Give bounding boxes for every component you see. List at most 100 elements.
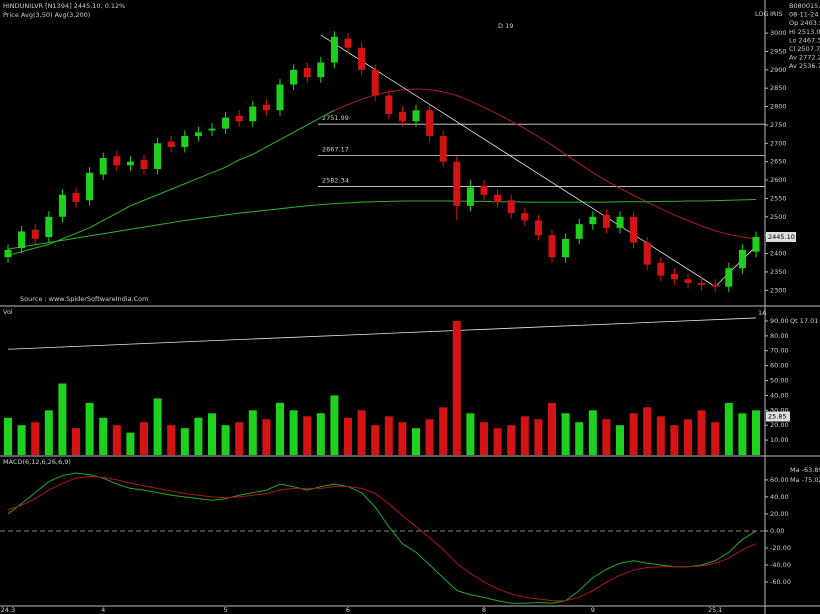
y-tick-label: 2500 <box>770 213 787 221</box>
info-text: Av 2772.20 <box>789 54 820 62</box>
candle-body <box>181 135 189 147</box>
candle-body <box>426 110 434 136</box>
volume-bar <box>629 413 638 455</box>
candle-body <box>480 185 488 195</box>
volume-bar <box>656 416 665 455</box>
y-tick-label: 2750 <box>770 121 787 129</box>
candle-body <box>589 216 597 225</box>
y-tick-label: 80.00 <box>770 332 789 340</box>
x-tick-label: 4 <box>101 606 105 614</box>
candle-body <box>262 104 270 111</box>
volume-bar <box>140 422 148 455</box>
volume-bar <box>316 413 325 455</box>
volume-bar <box>208 413 216 455</box>
volume-bar <box>180 428 189 455</box>
candle-body <box>86 172 94 201</box>
volume-bar <box>398 422 407 455</box>
volume-bar <box>520 416 529 455</box>
y-tick-label: -40.00 <box>770 561 791 569</box>
volume-bar <box>221 425 230 455</box>
volume-bar <box>752 410 760 455</box>
annotation: LOG <box>755 10 769 18</box>
volume-bar <box>344 417 352 455</box>
x-tick-label: 24.3 <box>1 606 15 614</box>
source-note: Source : www.SpiderSoftwareIndia.Com <box>20 295 148 303</box>
candle-body <box>412 110 420 122</box>
volume-bar <box>17 425 26 455</box>
volume-bar <box>126 432 135 455</box>
volume-bar <box>72 428 80 455</box>
info-text: Lo 2467.30 <box>789 36 820 44</box>
candle-body <box>72 192 80 203</box>
y-tick-label: 2900 <box>770 66 787 74</box>
y-tick-label: 20.00 <box>770 421 789 429</box>
candle-body <box>752 237 760 252</box>
macd-line <box>7 475 757 602</box>
panel-label: MACD(6,12,6,26,6,9) <box>3 458 71 466</box>
candle-body <box>657 262 665 276</box>
volume-bar <box>194 417 203 455</box>
info-text: Op 2403.50 <box>789 19 820 27</box>
annotation: IRIS <box>770 10 782 18</box>
y-tick-label: 10.00 <box>770 436 789 444</box>
y-tick-label: -60.00 <box>770 578 791 586</box>
candle-body <box>140 159 148 170</box>
volume-trendline <box>7 317 757 350</box>
volume-bar <box>357 410 366 455</box>
volume-bar <box>31 422 40 455</box>
last-volume-label: 25.85 <box>768 412 787 420</box>
candle-body <box>126 161 134 166</box>
candle-body <box>99 158 107 175</box>
last-price-label: 2445.10 <box>768 233 795 241</box>
volume-bar <box>248 410 257 455</box>
last-price-box <box>766 231 796 242</box>
y-tick-label: 2950 <box>770 47 787 55</box>
volume-bar <box>697 410 706 455</box>
chart-title: HINDUNILVR [N1394] 2445.10, 0.12% <box>3 2 125 10</box>
candle-body <box>453 161 461 206</box>
y-tick-label: 2650 <box>770 158 787 166</box>
candle-body <box>521 213 529 221</box>
volume-bar <box>330 395 339 455</box>
y-tick-label: 2700 <box>770 139 787 147</box>
trendline <box>714 245 757 287</box>
candle-body <box>45 216 53 238</box>
candle-body <box>670 273 678 280</box>
volume-bar <box>235 422 244 455</box>
y-tick-label: 2850 <box>770 84 787 92</box>
info-text: B080015.00 <box>789 2 820 10</box>
volume-bar <box>289 410 298 455</box>
y-tick-label: 60.00 <box>770 476 789 484</box>
volume-bar <box>534 419 543 455</box>
volume-bar <box>439 407 448 455</box>
y-tick-label: 70.00 <box>770 347 789 355</box>
candle-body <box>222 117 230 129</box>
candle-body <box>208 128 216 131</box>
volume-bar <box>303 416 312 455</box>
volume-bar <box>112 425 121 455</box>
candle-body <box>154 143 162 170</box>
side-label: Qt 17.01 <box>790 317 818 325</box>
candle-body <box>439 135 447 162</box>
candle-body <box>317 62 325 78</box>
candle-body <box>466 187 474 206</box>
candle-body <box>371 69 379 96</box>
moving-average <box>334 88 757 240</box>
candle-body <box>303 67 311 78</box>
volume-bar <box>153 398 162 455</box>
candle-body <box>290 69 298 85</box>
y-tick-label: 2400 <box>770 250 787 258</box>
y-tick-label: 2300 <box>770 286 787 294</box>
x-tick-label: 8 <box>482 606 486 614</box>
y-tick-label: 50.00 <box>770 377 789 385</box>
candle-body <box>548 235 556 258</box>
candle-body <box>643 242 651 265</box>
volume-bar <box>616 425 624 455</box>
volume-bar <box>548 402 556 455</box>
candle-body <box>330 36 338 63</box>
level-label: 2582.34 <box>322 177 349 185</box>
side-label: Ma -75.02 <box>790 476 820 484</box>
level-label: 2667.17 <box>322 145 349 153</box>
candle-body <box>58 194 66 217</box>
